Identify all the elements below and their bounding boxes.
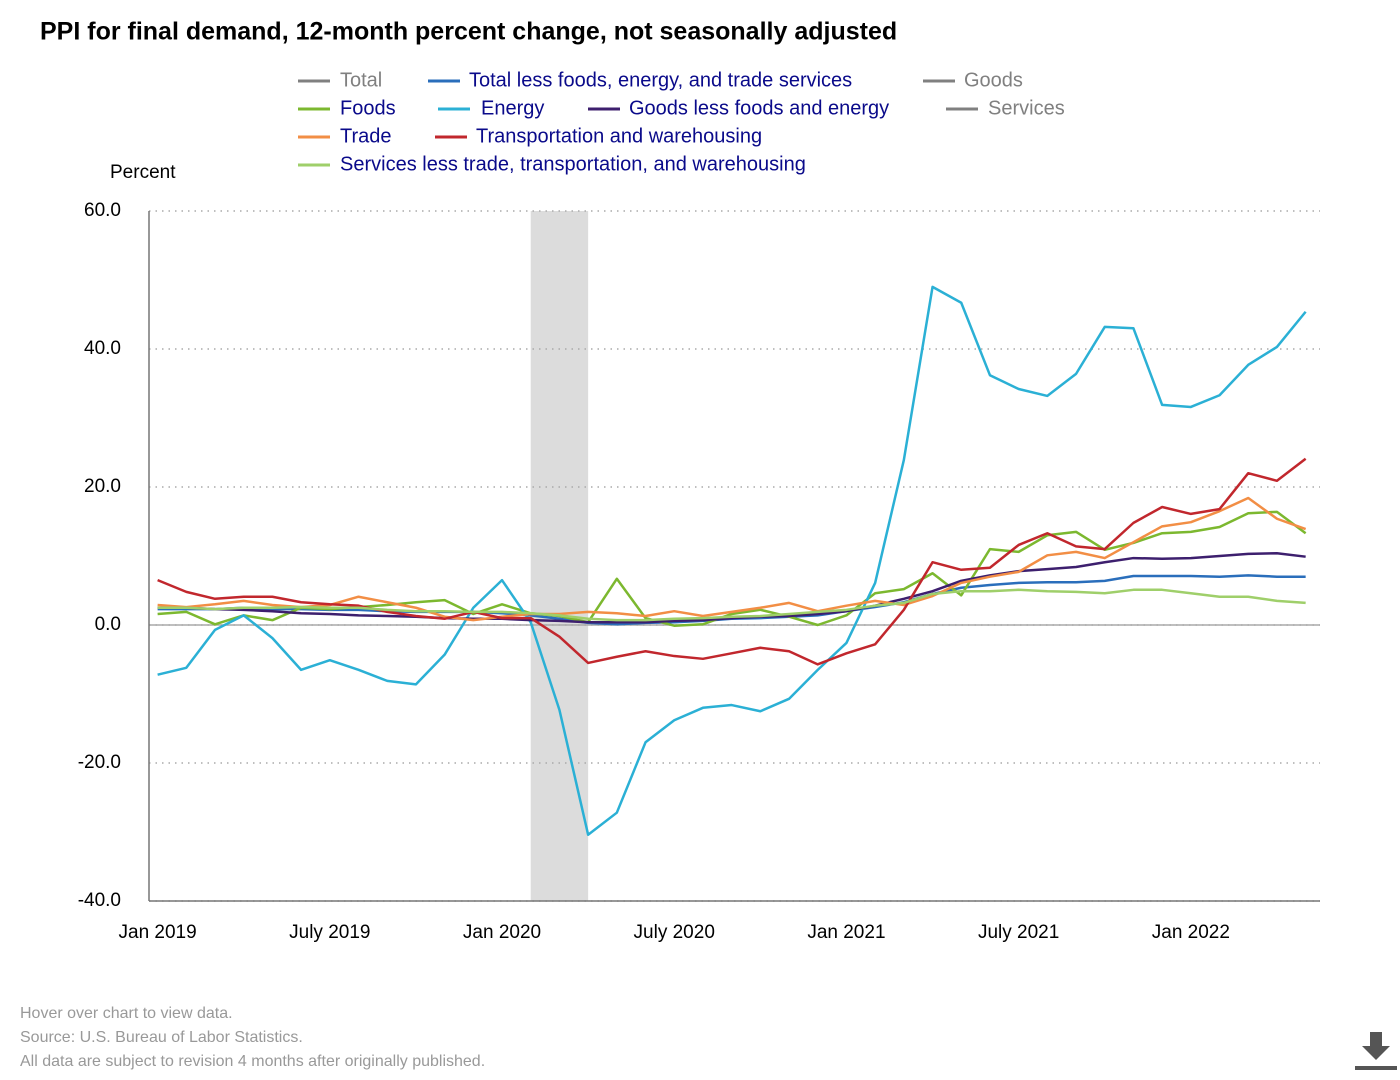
note: Hover over chart to view data. (20, 1005, 233, 1022)
series-line (157, 588, 1306, 622)
x-tick-label: Jan 2021 (807, 922, 885, 943)
note: All data are subject to revision 4 month… (20, 1053, 485, 1070)
chart-title: PPI for final demand, 12-month percent c… (40, 18, 897, 46)
x-tick-label: July 2019 (289, 922, 370, 943)
legend-label: Foods (340, 97, 396, 119)
legend-label: Services (988, 97, 1065, 119)
legend-label: Services less trade, transportation, and… (340, 153, 806, 175)
legend-item[interactable]: Foods (298, 97, 396, 119)
legend-label: Total less foods, energy, and trade serv… (469, 69, 852, 91)
legend-item[interactable]: Goods less foods and energy (588, 97, 889, 119)
legend-item[interactable]: Transportation and warehousing (435, 125, 762, 147)
legend-item[interactable]: Total (298, 69, 382, 91)
y-tick-label: 0.0 (95, 614, 121, 635)
x-tick-label: Jan 2022 (1152, 922, 1230, 943)
legend-item[interactable]: Energy (438, 97, 544, 119)
y-axis-label: Percent (110, 162, 176, 183)
y-tick-label: -20.0 (78, 752, 121, 773)
legend-item[interactable]: Total less foods, energy, and trade serv… (428, 69, 852, 91)
series-line (157, 496, 1307, 622)
note: Source: U.S. Bureau of Labor Statistics. (20, 1029, 303, 1046)
x-tick-label: July 2020 (634, 922, 715, 943)
icon-part (1362, 1046, 1390, 1060)
legend-item[interactable]: Trade (298, 125, 392, 147)
icon-part (1370, 1032, 1382, 1048)
legend-item[interactable]: Services (946, 97, 1065, 119)
legend-item[interactable]: Goods (923, 69, 1023, 91)
y-tick-label: 20.0 (84, 476, 121, 497)
x-tick-label: Jan 2019 (119, 922, 197, 943)
download-icon[interactable] (1355, 1032, 1397, 1070)
legend-label: Energy (481, 97, 544, 119)
y-tick-label: 40.0 (84, 338, 121, 359)
series-line (157, 285, 1307, 837)
y-tick-label: -40.0 (78, 890, 121, 911)
legend-label: Transportation and warehousing (476, 125, 762, 147)
y-tick-label: 60.0 (84, 200, 121, 221)
series-line (157, 551, 1306, 624)
series-line (157, 457, 1307, 666)
x-tick-label: July 2021 (978, 922, 1059, 943)
x-tick-label: Jan 2020 (463, 922, 541, 943)
icon-part (1355, 1066, 1397, 1070)
legend-label: Trade (340, 125, 392, 147)
legend-label: Total (340, 69, 382, 91)
shaded-period (530, 211, 589, 901)
legend-item[interactable]: Services less trade, transportation, and… (298, 153, 806, 175)
legend-label: Goods less foods and energy (629, 97, 889, 119)
legend-label: Goods (964, 69, 1023, 91)
